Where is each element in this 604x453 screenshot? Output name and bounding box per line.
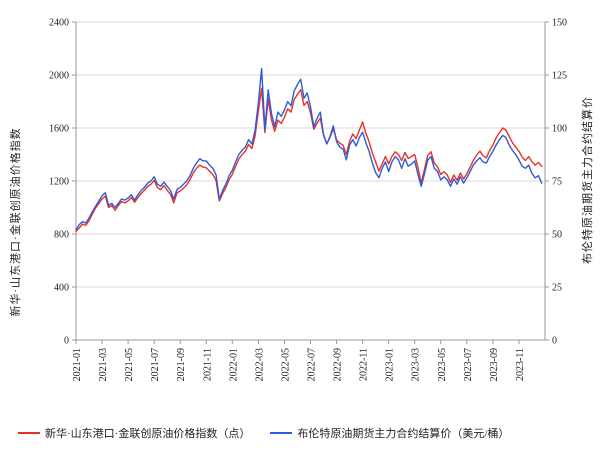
y-right-tick-label: 0 — [552, 336, 557, 347]
y-left-tick-label: 1600 — [49, 124, 69, 135]
y-right-tick-label: 100 — [552, 124, 567, 135]
x-tick-label: 2022-03 — [254, 348, 265, 381]
y-left-tick-label: 400 — [54, 283, 69, 294]
y-left-tick-label: 1200 — [49, 177, 69, 188]
y-right-tick-label: 25 — [552, 283, 562, 294]
legend-item-brent: 布伦特原油期货主力合约结算价（美元/桶） — [270, 425, 509, 441]
x-tick-label: 2021-09 — [176, 348, 187, 381]
series-line-blue — [75, 67, 543, 231]
y-right-tick-label: 75 — [552, 177, 562, 188]
x-tick-label: 2023-07 — [463, 348, 474, 381]
legend-line-red-icon — [18, 432, 40, 434]
series-line-red — [75, 87, 543, 233]
x-tick-label: 2023-03 — [411, 348, 422, 381]
y-left-tick-label: 2000 — [49, 71, 69, 82]
x-tick-label: 2023-05 — [437, 348, 448, 381]
y-right-tick-label: 125 — [552, 71, 567, 82]
x-tick-label: 2023-09 — [489, 348, 500, 381]
legend-item-index: 新华·山东港口·金联创原油价格指数（点） — [18, 425, 250, 441]
x-tick-label: 2021-05 — [124, 348, 135, 381]
y-right-tick-label: 150 — [552, 18, 567, 29]
x-tick-label: 2021-07 — [150, 348, 161, 381]
x-tick-label: 2021-01 — [72, 348, 83, 381]
y-right-tick-label: 50 — [552, 230, 562, 241]
y-left-tick-label: 800 — [54, 230, 69, 241]
x-tick-label: 2023-01 — [385, 348, 396, 381]
x-tick-label: 2022-09 — [333, 348, 344, 381]
x-tick-label: 2022-05 — [280, 348, 291, 381]
x-tick-label: 2023-11 — [515, 348, 526, 381]
x-tick-label: 2021-11 — [202, 348, 213, 381]
legend-label-index: 新华·山东港口·金联创原油价格指数（点） — [45, 428, 251, 440]
x-tick-label: 2022-07 — [307, 348, 318, 381]
y-left-tick-label: 2400 — [49, 18, 69, 29]
legend-label-brent: 布伦特原油期货主力合约结算价（美元/桶） — [297, 428, 510, 440]
x-tick-label: 2021-03 — [98, 348, 109, 381]
x-tick-label: 2022-01 — [228, 348, 239, 381]
x-tick-label: 2022-11 — [359, 348, 370, 381]
y-left-tick-label: 0 — [64, 336, 69, 347]
legend-line-blue-icon — [270, 432, 293, 434]
legend: 新华·山东港口·金联创原油价格指数（点） 布伦特原油期货主力合约结算价（美元/桶… — [18, 424, 509, 442]
